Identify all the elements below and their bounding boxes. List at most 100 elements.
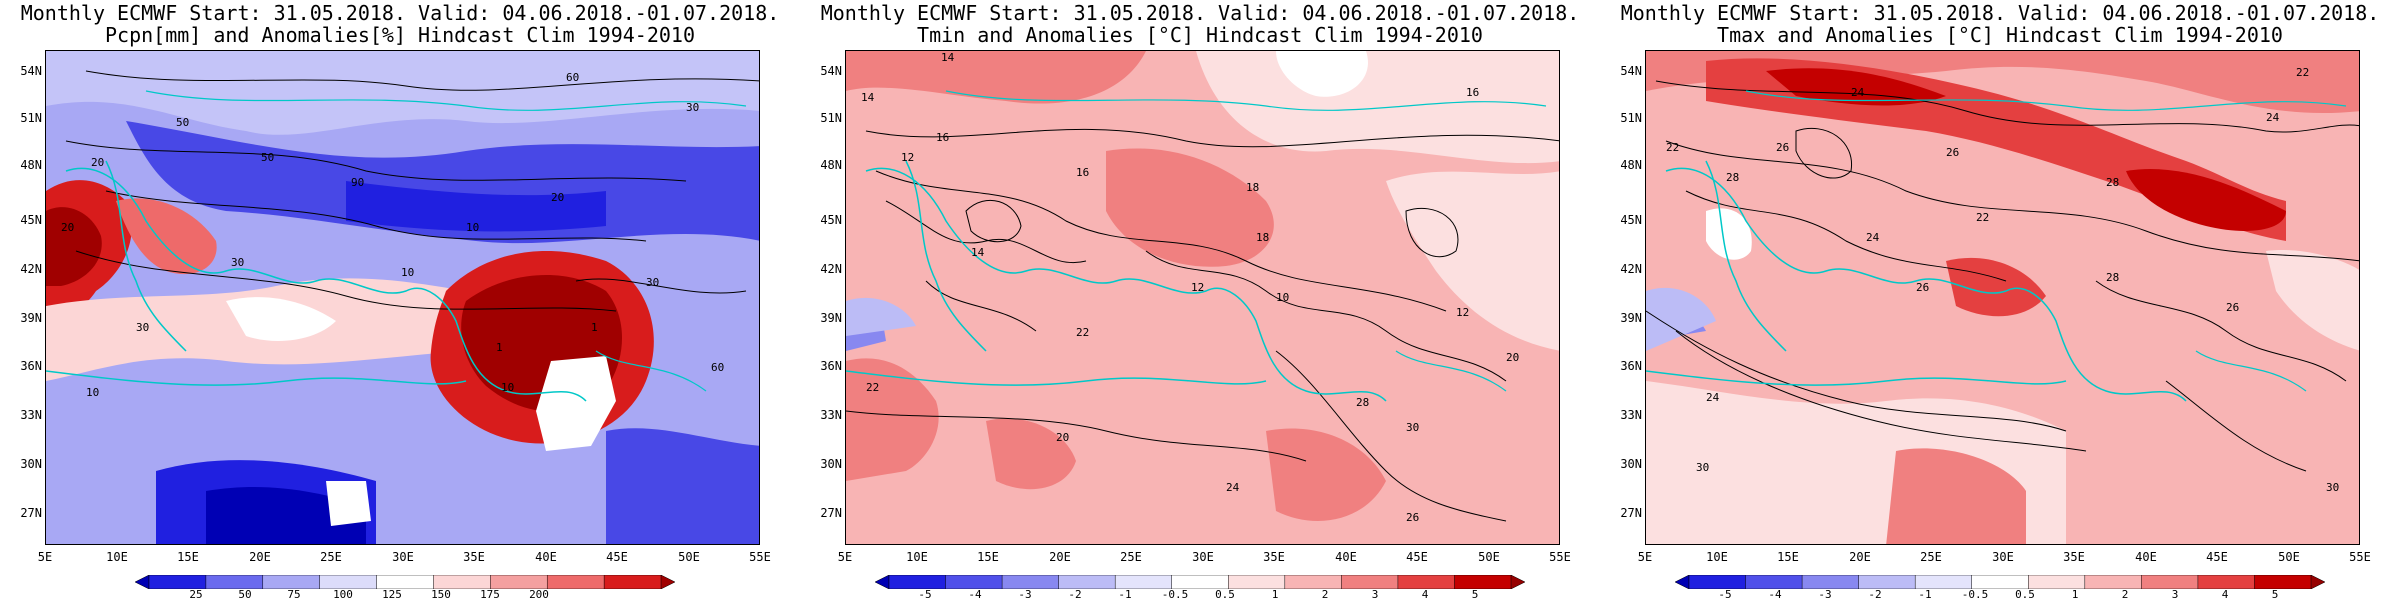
lon-label: 20E [1049,550,1071,564]
colorbar-swatch [2084,574,2143,590]
colorbar-swatch [1001,574,1060,590]
colorbar-swatch [1058,574,1116,590]
colorbar-swatch [1341,574,1399,590]
colorbar-label: -5 [918,588,932,601]
contour-label: 22 [1976,211,1989,224]
colorbar-label: -0.5 [1961,588,1989,601]
colorbar-swatch [2310,574,2326,590]
colorbar-swatch [319,574,378,590]
colorbar-swatch [134,574,150,590]
colorbar-label: 50 [238,588,252,601]
contour-label: 30 [136,321,149,334]
contour-label: 26 [1776,141,1789,154]
lat-label: 33N [820,408,842,422]
contour-label: 30 [646,276,659,289]
colorbar-swatch [1228,574,1286,590]
lat-label: 42N [1620,262,1642,276]
contour-label: 16 [1466,86,1479,99]
colorbar-label: -4 [1768,588,1782,601]
colorbar [134,574,676,590]
lat-label: 36N [1620,359,1642,373]
colorbar-label: 3 [1371,588,1379,601]
contour-label: 16 [1076,166,1089,179]
contour-label: 50 [261,151,274,164]
panel-title-line1: Monthly ECMWF Start: 31.05.2018. Valid: … [820,1,1580,25]
contour-label: 26 [1946,146,1959,159]
lat-label: 51N [1620,111,1642,125]
lon-label: 55E [2349,550,2371,564]
lon-label: 5E [37,550,53,564]
panel-precipitation: Monthly ECMWF Start: 31.05.2018. Valid: … [0,0,800,601]
colorbar-swatch [148,574,207,590]
lon-label: 40E [2135,550,2157,564]
lon-label: 55E [1549,550,1571,564]
lat-label: 36N [820,359,842,373]
colorbar-swatch [433,574,492,590]
lon-label: 50E [2278,550,2300,564]
lon-label: 55E [749,550,771,564]
contour-label: 28 [2106,176,2119,189]
colorbar-swatch [1688,574,1747,590]
colorbar-label: 125 [382,588,402,601]
contour-label: 30 [686,101,699,114]
colorbar-label: -3 [1018,588,1032,601]
lat-label: 42N [820,262,842,276]
colorbar-label: 2 [2121,588,2129,601]
contour-label: 10 [86,386,99,399]
colorbar-swatch [660,574,676,590]
colorbar-label: -5 [1718,588,1732,601]
contour-label: 12 [901,151,914,164]
contour-label: 20 [1056,431,1069,444]
lon-label: 25E [320,550,342,564]
contour-label: 28 [1726,171,1739,184]
lon-label: 35E [463,550,485,564]
colorbar-label: 4 [2221,588,2229,601]
contour-label: 20 [1506,351,1519,364]
contour-label: 30 [231,256,244,269]
contour-label: 12 [1456,306,1469,319]
colorbar-label: 2 [1321,588,1329,601]
contour-label: 20 [91,156,104,169]
contour-label: 26 [1916,281,1929,294]
contour-label: 14 [941,51,955,64]
contour-label: 60 [566,71,579,84]
colorbar [1674,574,2326,590]
colorbar-swatch [376,574,435,590]
contour-label: 30 [1406,421,1419,434]
colorbar-label: -3 [1818,588,1832,601]
colorbar-swatch [546,574,605,590]
lon-label: 10E [906,550,928,564]
contour-label: 14 [861,91,875,104]
contour-label: 16 [936,131,949,144]
colorbar-label: 175 [480,588,500,601]
colorbar-swatch [1510,574,1526,590]
colorbar-swatch [1801,574,1860,590]
colorbar-label: 4 [1421,588,1429,601]
contour-label: 18 [1256,231,1269,244]
lon-label: 40E [535,550,557,564]
contour-label: 22 [866,381,879,394]
colorbar-swatch [603,574,662,590]
colorbar-label: 3 [2171,588,2179,601]
lon-label: 50E [678,550,700,564]
contour-label: 26 [2226,301,2239,314]
colorbar-swatch [1914,574,1973,590]
lon-label: 30E [392,550,414,564]
colorbar-swatch [1397,574,1456,590]
lon-label: 25E [1120,550,1142,564]
lon-label: 45E [2206,550,2228,564]
lat-label: 30N [20,457,42,471]
colorbar-swatch [2197,574,2256,590]
panel-title-line2: Tmin and Anomalies [°C] Hindcast Clim 19… [917,23,1483,47]
contour-label: 24 [1706,391,1720,404]
lat-label: 48N [820,158,842,172]
colorbar-swatch [262,574,321,590]
colorbar-label: 1 [2071,588,2079,601]
lat-label: 36N [20,359,42,373]
tmax-anomaly-map: 22 24 26 24 26 28 22 28 26 24 22 28 26 3… [1645,50,2360,545]
lat-label: 54N [820,64,842,78]
lon-label: 5E [1637,550,1653,564]
colorbar-swatches [874,574,1526,590]
contour-label: 10 [501,381,514,394]
panel-tmax: Monthly ECMWF Start: 31.05.2018. Valid: … [1600,0,2400,601]
